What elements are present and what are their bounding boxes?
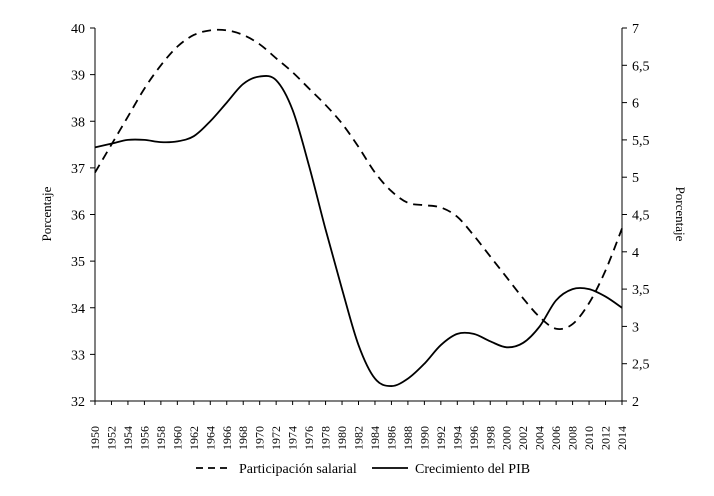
x-tick-label: 1998 <box>483 426 497 450</box>
y-left-tick-label: 36 <box>71 209 85 224</box>
series-line-crecimiento-pib <box>94 75 623 387</box>
y-left-tick-label: 34 <box>71 302 85 317</box>
y-left-tick-label: 39 <box>71 69 85 84</box>
x-tick-label: 2006 <box>549 426 563 450</box>
x-tick-label: 1984 <box>368 426 382 450</box>
x-tick-label: 1974 <box>286 426 300 450</box>
x-tick-label: 2000 <box>500 426 514 450</box>
chart-axes: 32 33 34 35 36 37 38 39 40 2 2,5 3 3,5 4 4,5 5 5,5 6 6,5 7 1… <box>39 22 688 450</box>
y-right-tick-label: 2 <box>632 395 639 410</box>
y-right-tick-label: 5,5 <box>632 134 650 149</box>
x-tick-label: 1966 <box>220 426 234 450</box>
chart-legend: Participación salarial Crecimiento del PI… <box>196 462 530 477</box>
x-tick-label: 2012 <box>599 426 613 450</box>
x-tick-label: 1956 <box>137 426 151 450</box>
x-tick-label: 1972 <box>269 426 283 450</box>
y-right-axis-label: Porcentaje <box>673 187 688 242</box>
x-tick-label: 1964 <box>203 426 217 450</box>
x-tick-label: 1990 <box>417 426 431 450</box>
y-left-tick-label: 35 <box>71 255 85 270</box>
x-tick-label: 2002 <box>516 426 530 450</box>
x-tick-label: 1976 <box>302 426 316 450</box>
x-tick-label: 1982 <box>352 426 366 450</box>
y-right-tick-label: 4 <box>632 246 639 261</box>
x-tick-label: 2008 <box>566 426 580 450</box>
x-tick-label: 1970 <box>253 426 267 450</box>
legend-label: Crecimiento del PIB <box>415 462 530 477</box>
y-right-tick-label: 5 <box>632 171 639 186</box>
x-tick-label: 1962 <box>187 426 201 450</box>
x-tick-label: 2004 <box>533 426 547 450</box>
y-right-tick-label: 3,5 <box>632 283 650 298</box>
x-tick-label: 1968 <box>236 426 250 450</box>
x-tick-label: 2010 <box>582 426 596 450</box>
x-tick-label: 1980 <box>335 426 349 450</box>
x-tick-label: 1952 <box>104 426 118 450</box>
y-left-tick-label: 40 <box>71 22 85 37</box>
y-left-tick-label: 33 <box>71 348 85 363</box>
y-right-tick-label: 3 <box>632 320 639 335</box>
y-right-tick-label: 7 <box>632 22 639 37</box>
y-right-tick-label: 2,5 <box>632 358 650 373</box>
y-right-tick-label: 4,5 <box>632 209 650 224</box>
y-right-tick-label: 6 <box>632 97 639 112</box>
y-left-axis-label: Porcentaje <box>39 186 54 241</box>
y-left-tick-label: 32 <box>71 395 85 410</box>
x-tick-label: 1986 <box>384 426 398 450</box>
chart-lines <box>94 28 623 387</box>
x-tick-label: 1992 <box>434 426 448 450</box>
x-tick-label: 1988 <box>401 426 415 450</box>
legend-label: Participación salarial <box>239 462 357 477</box>
series-line-participacion-salarial <box>94 28 623 330</box>
x-tick-label: 1960 <box>170 426 184 450</box>
y-right-tick-label: 6,5 <box>632 59 650 74</box>
x-tick-label: 1958 <box>154 426 168 450</box>
x-tick-label: 1954 <box>121 426 135 450</box>
x-tick-label: 2014 <box>615 426 629 450</box>
x-tick-label: 1950 <box>88 426 102 450</box>
x-tick-label: 1994 <box>450 426 464 450</box>
x-tick-label: 1996 <box>467 426 481 450</box>
x-tick-label: 1978 <box>319 426 333 450</box>
y-left-tick-label: 38 <box>71 115 85 130</box>
y-left-tick-label: 37 <box>71 162 85 177</box>
